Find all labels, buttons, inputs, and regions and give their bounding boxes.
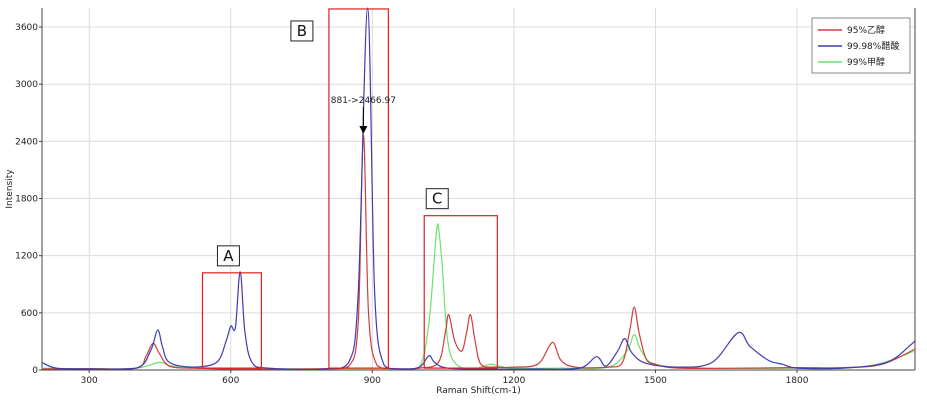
y-axis-title: Intensity (5, 169, 15, 209)
region-label-a: A (223, 247, 234, 265)
y-tick-label: 3000 (15, 80, 38, 90)
x-tick-label: 1500 (644, 376, 667, 386)
region-box-b (328, 8, 389, 369)
y-tick-label: 1800 (15, 195, 38, 205)
series-line-1 (42, 7, 915, 370)
annotation-arrowhead (359, 125, 368, 134)
legend-label-1: 99.98%醋酸 (847, 40, 899, 52)
x-tick-label: 900 (364, 376, 381, 386)
y-tick-label: 3600 (15, 23, 38, 33)
legend-label-0: 95%乙醇 (847, 24, 885, 36)
x-axis-title: Raman Shift(cm-1) (436, 386, 521, 396)
legend-label-2: 99%甲醇 (847, 56, 885, 68)
region-label-box-b (290, 20, 314, 42)
y-tick-label: 0 (32, 366, 38, 376)
x-tick-label: 300 (81, 376, 98, 386)
region-label-b: B (297, 22, 307, 40)
y-tick-label: 1200 (15, 252, 38, 262)
region-label-c: C (432, 190, 442, 208)
annotation-label: 881->2466.97 (331, 96, 396, 106)
y-tick-label: 600 (21, 309, 38, 319)
x-tick-label: 600 (222, 376, 239, 386)
x-tick-label: 1200 (502, 376, 525, 386)
y-tick-label: 2400 (15, 137, 38, 147)
plot-area (42, 8, 915, 370)
region-box-c (423, 215, 498, 369)
region-label-box-c (425, 188, 449, 210)
region-label-box-a (216, 245, 240, 267)
x-tick-label: 1800 (786, 376, 809, 386)
region-box-a (201, 272, 263, 369)
